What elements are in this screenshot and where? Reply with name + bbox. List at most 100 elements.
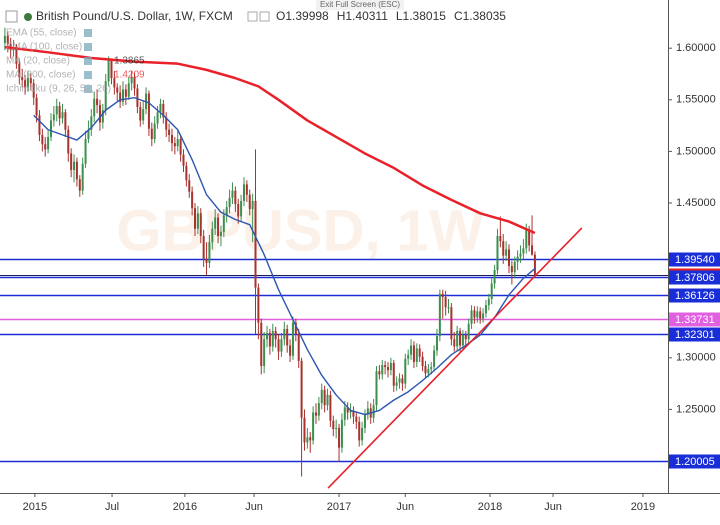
y-tick-label: 1.30000 bbox=[676, 352, 716, 364]
candle-body bbox=[240, 200, 243, 217]
candle-body bbox=[435, 336, 438, 351]
candle-body bbox=[18, 63, 21, 78]
candle-body bbox=[41, 134, 44, 145]
candle-body bbox=[101, 110, 104, 123]
x-tick-label: 2017 bbox=[327, 501, 351, 513]
candle-body bbox=[450, 307, 453, 340]
indicator-eye-icon[interactable] bbox=[84, 57, 92, 65]
candle-body bbox=[401, 378, 404, 384]
x-tick-label: Jul bbox=[105, 501, 119, 513]
indicator-eye-icon[interactable] bbox=[84, 71, 92, 79]
candle-body bbox=[127, 83, 130, 97]
candle-body bbox=[407, 354, 410, 359]
candle-body bbox=[32, 83, 35, 98]
candle-body bbox=[294, 322, 297, 335]
candle-body bbox=[170, 134, 173, 144]
candle-body bbox=[104, 81, 107, 111]
candle-body bbox=[211, 228, 214, 243]
watermark: GBPUSD, 1W bbox=[116, 198, 484, 263]
candle-body bbox=[378, 371, 381, 375]
candle-body bbox=[389, 362, 392, 371]
candle-body bbox=[456, 330, 459, 347]
indicator-label: MA (20, close) bbox=[6, 56, 70, 67]
candle-body bbox=[280, 339, 283, 352]
candle-body bbox=[329, 394, 332, 421]
candle-body bbox=[38, 115, 41, 135]
candle-body bbox=[6, 35, 9, 45]
candle-body bbox=[424, 366, 427, 374]
level-label-box bbox=[669, 252, 720, 267]
candle-body bbox=[156, 112, 159, 124]
candle-body bbox=[453, 339, 456, 347]
level-label-box bbox=[669, 288, 720, 303]
candle-body bbox=[159, 103, 162, 113]
level-label: 1.32301 bbox=[675, 329, 715, 341]
candle-body bbox=[479, 311, 482, 319]
candle-body bbox=[470, 310, 473, 324]
candle-body bbox=[67, 129, 70, 154]
candle-body bbox=[93, 98, 96, 117]
indicator-label: EMA (55, close) bbox=[6, 28, 77, 39]
collapse-icon[interactable] bbox=[5, 10, 18, 23]
level-label-box bbox=[669, 270, 720, 285]
indicator-legend: EMA (55, close) EMA (100, close) MA (20, c… bbox=[6, 28, 145, 95]
candle-body bbox=[533, 254, 536, 275]
level-label-box bbox=[669, 454, 720, 469]
fullscreen-hint[interactable]: Exit Full Screen (ESC) bbox=[320, 0, 400, 9]
candle-body bbox=[441, 293, 444, 297]
candle-body bbox=[119, 92, 122, 102]
candle-body bbox=[21, 77, 24, 81]
candle-body bbox=[44, 144, 47, 150]
x-tick-label: Jun bbox=[245, 501, 263, 513]
candle-body bbox=[165, 117, 168, 130]
indicator-eye-icon[interactable] bbox=[84, 85, 92, 93]
candle-body bbox=[84, 139, 87, 164]
candle-body bbox=[496, 236, 499, 271]
candle-body bbox=[507, 249, 511, 266]
ohlc-value: H1.40311 bbox=[337, 9, 388, 23]
candle-body bbox=[493, 270, 496, 284]
candle-body bbox=[335, 427, 338, 430]
candle-body bbox=[168, 129, 171, 135]
indicator-label: MA (200, close) bbox=[6, 70, 75, 81]
candle-body bbox=[300, 360, 303, 418]
candle-body bbox=[130, 77, 133, 84]
candle-body bbox=[61, 112, 64, 119]
candle-body bbox=[98, 104, 101, 123]
candle-body bbox=[366, 408, 369, 415]
settings-icon[interactable] bbox=[247, 11, 258, 22]
candle-body bbox=[263, 339, 266, 367]
candle-body bbox=[291, 322, 294, 356]
candle-body bbox=[510, 265, 513, 273]
candle-body bbox=[349, 410, 352, 413]
candle-body bbox=[133, 77, 136, 89]
candle-body bbox=[234, 190, 237, 205]
indicator-label: EMA (100, close) bbox=[6, 42, 82, 53]
candle-body bbox=[410, 345, 413, 355]
candle-body bbox=[260, 322, 263, 367]
candle-body bbox=[121, 89, 125, 102]
candle-body bbox=[499, 236, 502, 242]
candle-body bbox=[268, 333, 271, 347]
indicator-eye-icon[interactable] bbox=[84, 43, 92, 51]
candle-body bbox=[306, 437, 309, 443]
candle-body bbox=[438, 293, 441, 337]
fullscreen-tab[interactable] bbox=[316, 0, 404, 10]
level-label: 1.36126 bbox=[675, 290, 715, 302]
y-tick-label: 1.25000 bbox=[676, 403, 716, 415]
candle-body bbox=[415, 348, 418, 362]
candle-body bbox=[87, 129, 90, 140]
candle-body bbox=[355, 416, 358, 422]
ohlc-values: O1.39998 H1.40311 L1.38015 C1.38035 bbox=[276, 9, 506, 23]
indicator-eye-icon[interactable] bbox=[84, 29, 92, 37]
candle-body bbox=[179, 139, 182, 155]
candle-body bbox=[274, 330, 277, 340]
candle-body bbox=[26, 78, 29, 88]
close-icon[interactable] bbox=[259, 11, 270, 22]
candle-body bbox=[113, 78, 116, 88]
candle-body bbox=[381, 365, 384, 375]
candle-body bbox=[271, 330, 274, 347]
candle-body bbox=[75, 161, 78, 180]
ohlc-value: L1.38015 bbox=[396, 9, 446, 23]
candle-body bbox=[49, 120, 52, 137]
